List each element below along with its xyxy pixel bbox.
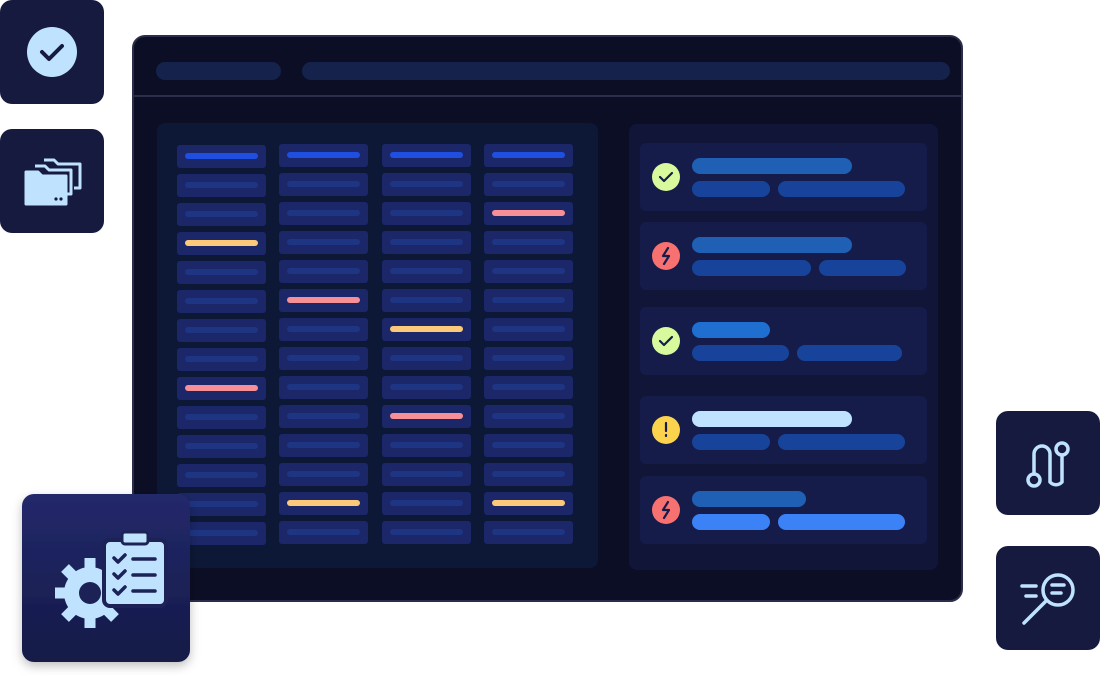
cell-bar bbox=[492, 210, 565, 216]
search-tile bbox=[996, 546, 1100, 650]
folders-tile bbox=[0, 129, 104, 233]
cell-bar bbox=[492, 529, 565, 535]
check-tile bbox=[0, 0, 104, 104]
cell-bar bbox=[287, 529, 360, 535]
cell-bar bbox=[287, 442, 360, 448]
cell-bar bbox=[287, 384, 360, 390]
address-pill bbox=[302, 62, 950, 80]
cell-bar bbox=[287, 471, 360, 477]
cell-bar bbox=[390, 239, 463, 245]
cell-bar bbox=[287, 268, 360, 274]
board bbox=[177, 144, 573, 545]
card-title-bar bbox=[692, 491, 806, 507]
card bbox=[640, 476, 927, 544]
cell-bar bbox=[287, 210, 360, 216]
status-glyph bbox=[658, 171, 674, 183]
card-meta-bar bbox=[778, 514, 905, 530]
card-meta-bar bbox=[692, 260, 811, 276]
cell-bar bbox=[287, 413, 360, 419]
card-meta-bar bbox=[778, 434, 905, 450]
cell-bar bbox=[287, 152, 360, 158]
card-meta-bar bbox=[797, 345, 902, 361]
cell-bar bbox=[185, 501, 258, 507]
cell-bar bbox=[492, 500, 565, 506]
cell-bar bbox=[390, 181, 463, 187]
card-title-bar bbox=[692, 158, 852, 174]
status-glyph bbox=[661, 500, 671, 520]
cell-bar bbox=[492, 297, 565, 303]
cell-bar bbox=[185, 356, 258, 362]
cell-bar bbox=[185, 269, 258, 275]
card-meta-bar bbox=[692, 181, 770, 197]
toolbar-pill bbox=[156, 62, 281, 80]
cell-bar bbox=[185, 182, 258, 188]
card-meta-bar bbox=[692, 345, 789, 361]
cell-bar bbox=[390, 442, 463, 448]
cell-bar bbox=[185, 443, 258, 449]
cell-bar bbox=[492, 355, 565, 361]
cell-bar bbox=[390, 152, 463, 158]
cell-bar bbox=[492, 239, 565, 245]
status-icon bbox=[652, 327, 680, 355]
cell-bar bbox=[390, 471, 463, 477]
cell-bar bbox=[390, 529, 463, 535]
cell-bar bbox=[492, 268, 565, 274]
cell-bar bbox=[390, 355, 463, 361]
route-tile bbox=[996, 411, 1100, 515]
cell-bar bbox=[287, 181, 360, 187]
card-title-bar bbox=[692, 411, 852, 427]
cell-bar bbox=[390, 500, 463, 506]
cell-bar bbox=[185, 530, 258, 536]
cell-bar bbox=[287, 239, 360, 245]
cell-bar bbox=[185, 211, 258, 217]
cell-bar bbox=[390, 384, 463, 390]
cell-bar bbox=[390, 297, 463, 303]
cell-bar bbox=[185, 385, 258, 391]
cell-bar bbox=[492, 152, 565, 158]
cell-bar bbox=[492, 442, 565, 448]
cell-bar bbox=[390, 268, 463, 274]
cell-bar bbox=[492, 471, 565, 477]
cell-bar bbox=[287, 297, 360, 303]
cell-bar bbox=[492, 413, 565, 419]
card-list bbox=[640, 143, 927, 544]
cell-bar bbox=[185, 472, 258, 478]
status-glyph bbox=[661, 246, 671, 266]
card-meta-bar bbox=[778, 181, 905, 197]
cell-bar bbox=[287, 326, 360, 332]
cell-bar bbox=[390, 413, 463, 419]
card-meta-bar bbox=[692, 434, 770, 450]
cell-bar bbox=[185, 327, 258, 333]
card bbox=[640, 396, 927, 464]
card-title-bar bbox=[692, 237, 852, 253]
status-glyph bbox=[658, 335, 674, 347]
cell-bar bbox=[185, 298, 258, 304]
card bbox=[640, 307, 927, 375]
status-icon bbox=[652, 163, 680, 191]
card-meta-bar bbox=[819, 260, 906, 276]
cell-bar bbox=[492, 181, 565, 187]
cell-bar bbox=[287, 500, 360, 506]
cell-bar bbox=[287, 355, 360, 361]
settings-tile bbox=[22, 494, 190, 662]
cell-bar bbox=[390, 326, 463, 332]
cell-bar bbox=[185, 414, 258, 420]
card bbox=[640, 143, 927, 211]
cell-bar bbox=[492, 326, 565, 332]
card bbox=[640, 222, 927, 290]
cell-bar bbox=[185, 153, 258, 159]
cell-bar bbox=[492, 384, 565, 390]
cell-bar bbox=[390, 210, 463, 216]
card-meta-bar bbox=[692, 514, 770, 530]
card-title-bar bbox=[692, 322, 770, 338]
cell-bar bbox=[185, 240, 258, 246]
